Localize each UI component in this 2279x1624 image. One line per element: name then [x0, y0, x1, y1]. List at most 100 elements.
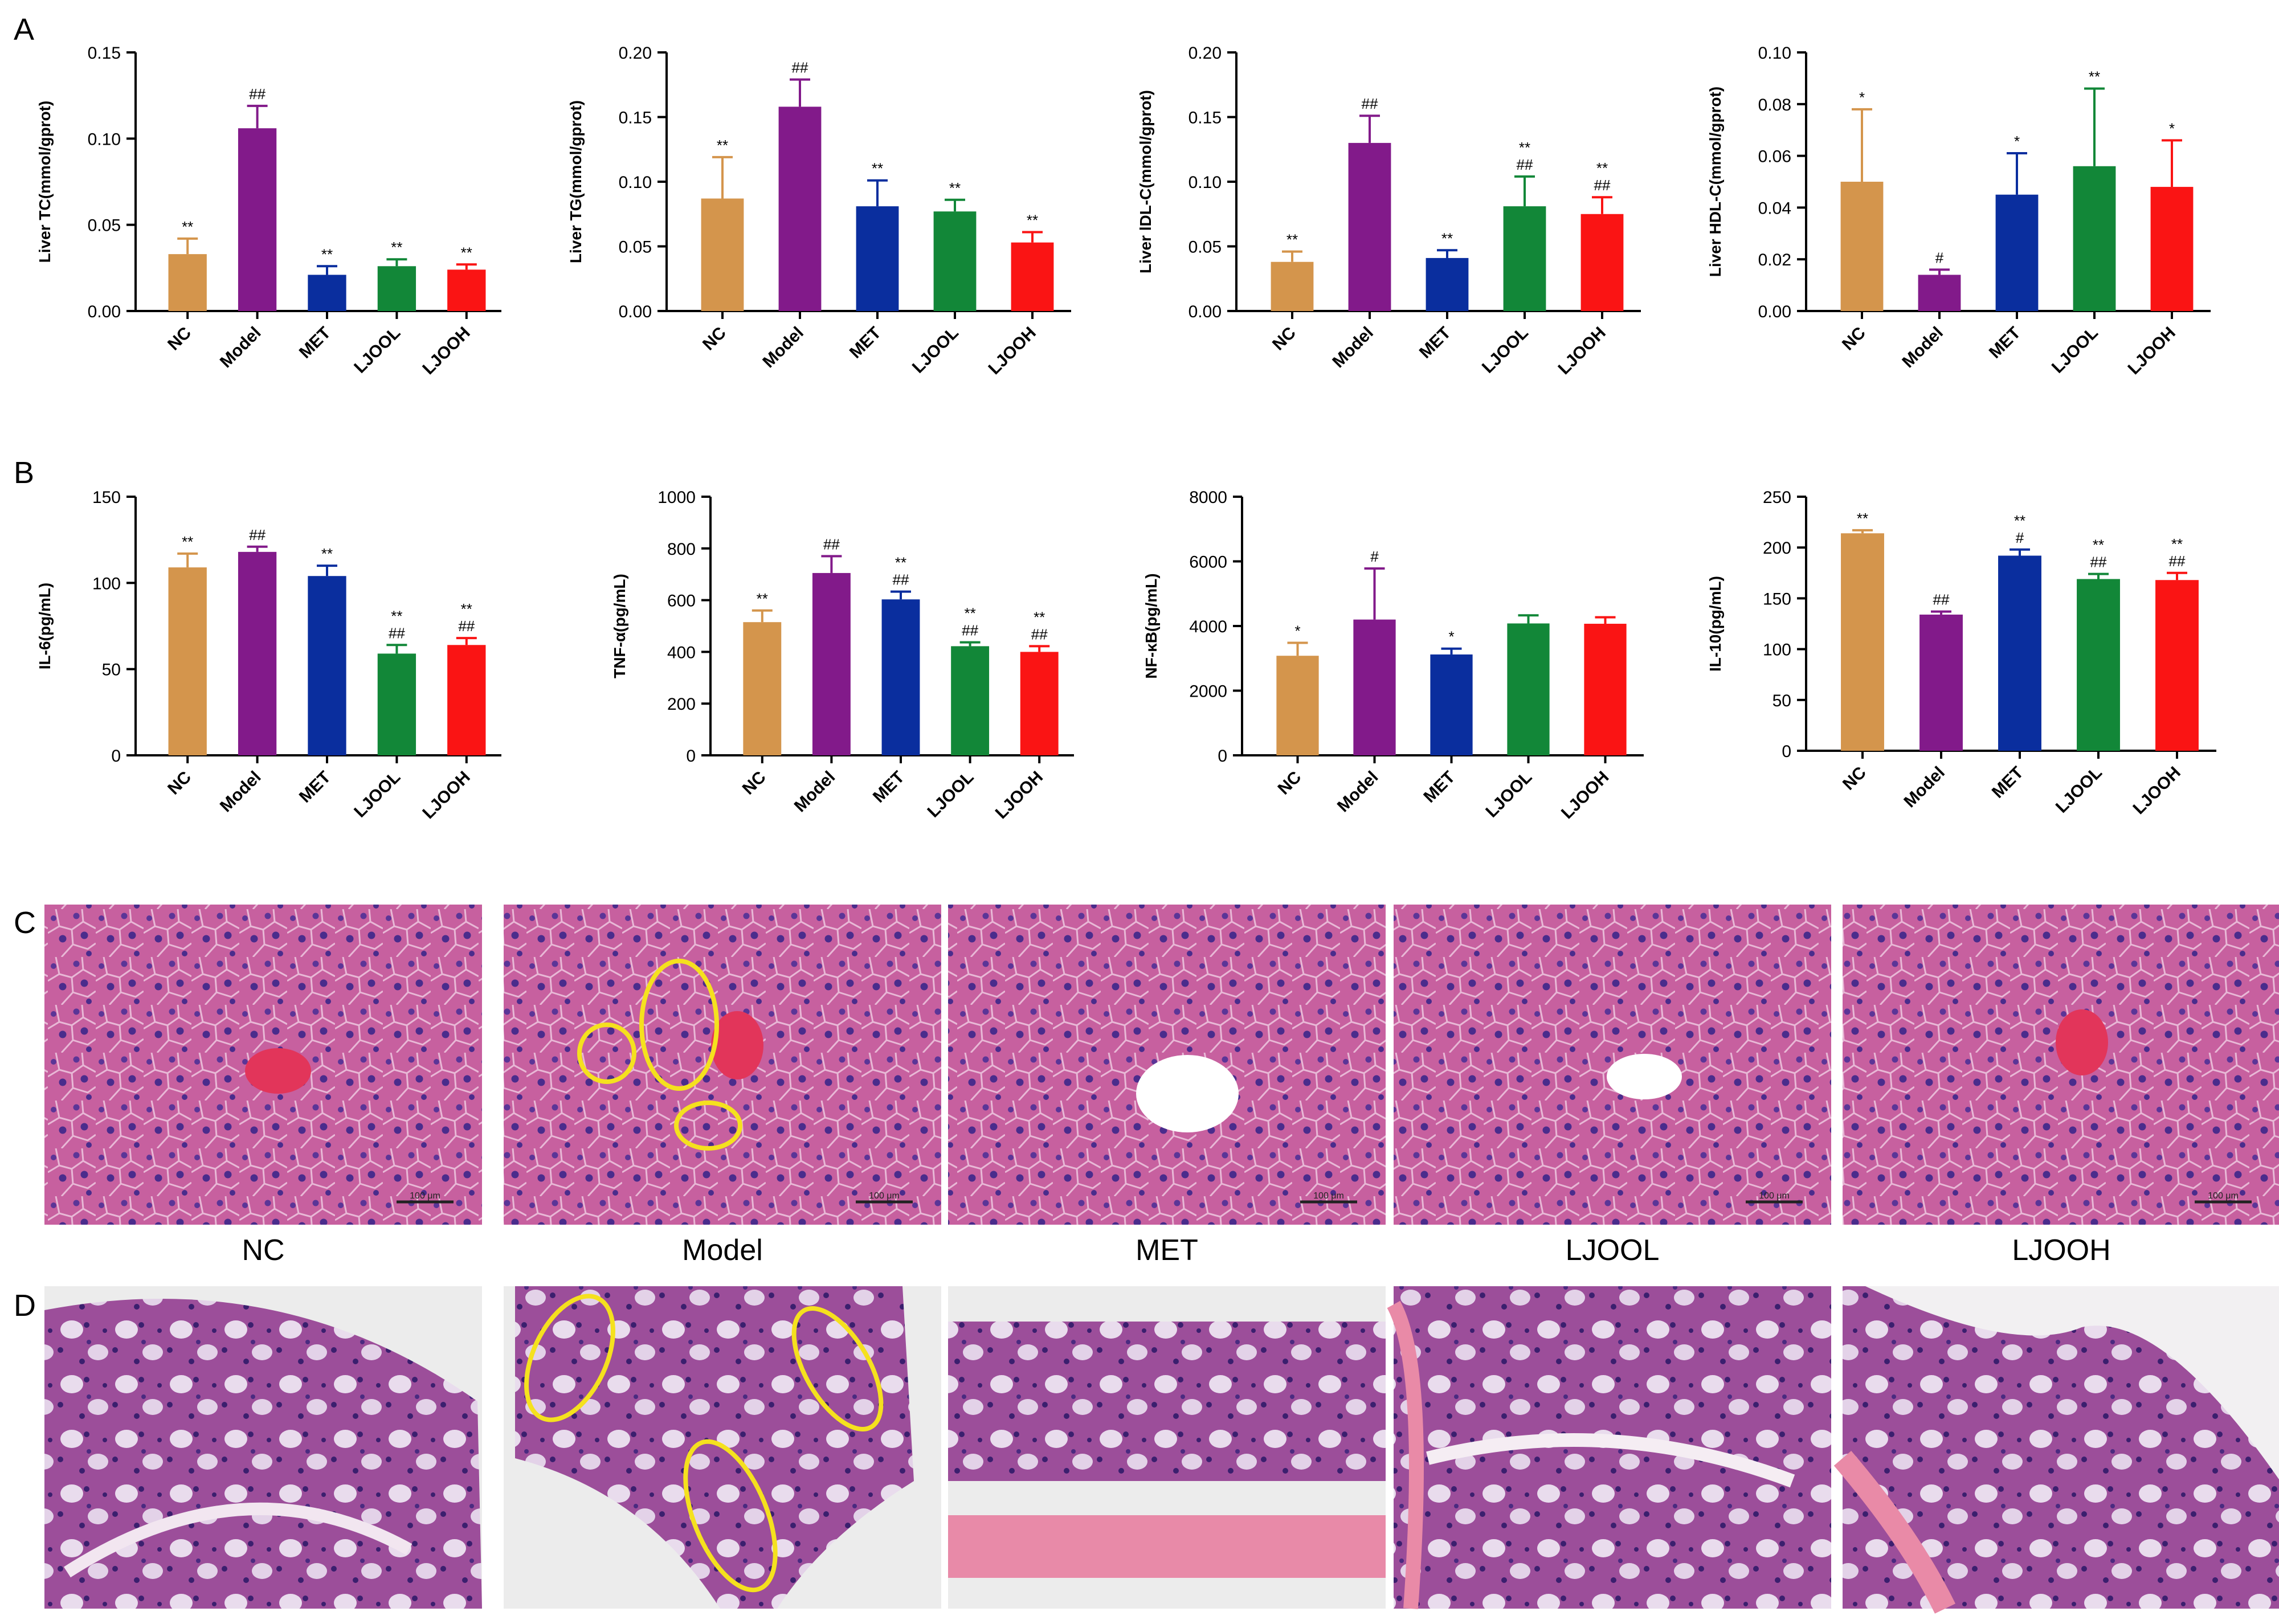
micrograph-label-MET: MET [1136, 1234, 1198, 1267]
significance-mark-NC: * [1294, 623, 1300, 640]
x-tick-label-LJOOL: LJOOL [2052, 763, 2106, 817]
liver-micrograph-LJOOH: 100 μm LJOOH [1843, 905, 2279, 1267]
bar-NC [743, 622, 782, 755]
x-tick-label-Model: Model [759, 324, 807, 372]
panel-letter-A: A [14, 13, 34, 47]
significance-mark-LJOOH: ## [458, 617, 475, 635]
bar-LJOOL [377, 653, 416, 755]
y-axis-label: TNF-α(pg/mL) [611, 574, 628, 678]
bar-LJOOL [1503, 206, 1546, 311]
significance-mark-MET: ** [895, 554, 906, 571]
chart-2: 0.00 0.05 0.10 0.15 0.20 Liver TG(mmol/gprot)… [567, 44, 1071, 378]
significance-mark-NC: ** [1857, 510, 1868, 527]
significance-mark-LJOOH: ## [2169, 553, 2186, 570]
x-tick-label-NC: NC [1274, 768, 1305, 799]
y-tick-label: 4000 [1189, 617, 1227, 636]
x-tick-label-Model: Model [1329, 324, 1377, 372]
y-tick-label: 0 [111, 747, 121, 766]
bar-LJOOL [933, 211, 977, 311]
bar-LJOOH [2150, 187, 2194, 311]
y-tick-label: 0.15 [88, 44, 121, 63]
panel-letter-B: B [14, 456, 34, 490]
lesion-circle [577, 1022, 636, 1084]
significance-mark-NC: * [1859, 89, 1865, 106]
x-tick-label-Model: Model [217, 324, 265, 372]
x-tick-label-NC: NC [1839, 763, 1870, 794]
x-tick-label-LJOOL: LJOOL [350, 768, 404, 821]
bar-LJOOL [2073, 166, 2116, 311]
significance-mark-LJOOL: ** [949, 179, 961, 197]
significance-mark-NC: ** [757, 590, 768, 607]
y-tick-label: 100 [1763, 641, 1791, 660]
x-tick-label-MET: MET [296, 324, 334, 362]
bar-LJOOH [447, 645, 486, 755]
chart-5: 050100150IL-6(pg/mL)**NC##Model**MET##**… [36, 488, 501, 823]
lesion-circle [674, 1101, 742, 1151]
bar-MET [1426, 257, 1469, 311]
liver-micrograph-Model: 100 μm Model [504, 905, 941, 1267]
significance-mark-LJOOL: ** [1519, 139, 1530, 156]
colon-micrograph-Model [504, 1286, 941, 1609]
lesion-circle [524, 1294, 615, 1422]
x-tick-label-LJOOH: LJOOH [992, 768, 1047, 823]
x-tick-label-MET: MET [1416, 324, 1455, 362]
y-tick-label: 0.20 [619, 44, 652, 63]
x-tick-label-Model: Model [1898, 324, 1947, 372]
bar-MET [856, 206, 899, 311]
x-tick-label-MET: MET [869, 768, 908, 807]
y-axis-label: Liver TG(mmol/gprot) [567, 100, 585, 263]
y-tick-label: 0.00 [88, 302, 121, 321]
significance-mark-MET: * [1448, 628, 1454, 645]
scale-bar-text: 100 μm [410, 1191, 440, 1201]
significance-mark-NC: ** [182, 218, 193, 235]
x-tick-label-Model: Model [1334, 768, 1382, 816]
x-tick-label-LJOOL: LJOOL [1482, 768, 1535, 821]
panel-letter-C: C [14, 906, 36, 940]
chart-1: 0.00 0.05 0.10 0.15 Liver TC(mmol/gprot) ** NC… [36, 44, 501, 378]
x-tick-label-LJOOH: LJOOH [419, 768, 473, 823]
y-tick-label: 0.04 [1758, 199, 1791, 218]
bar-LJOOH [1011, 242, 1054, 311]
significance-mark-LJOOH: * [2169, 120, 2175, 137]
significance-mark-LJOOH: ** [1027, 212, 1038, 229]
y-tick-label: 0.00 [619, 302, 652, 321]
significance-mark-MET: * [2014, 133, 2020, 150]
x-tick-label-LJOOH: LJOOH [1555, 324, 1610, 378]
significance-mark-LJOOH: ** [461, 600, 472, 617]
significance-mark-MET: ** [2014, 512, 2025, 529]
bar-MET [1998, 555, 2041, 751]
y-tick-label: 6000 [1189, 553, 1227, 572]
scale-bar-text: 100 μm [1313, 1191, 1344, 1201]
x-tick-label-NC: NC [164, 324, 195, 354]
y-tick-label: 0.15 [619, 109, 652, 128]
y-tick-label: 1000 [657, 488, 696, 507]
y-tick-label: 0.05 [1188, 238, 1222, 257]
lesion-circle [791, 1306, 884, 1431]
y-tick-label: 150 [1763, 590, 1791, 608]
y-tick-label: 400 [667, 643, 696, 662]
x-tick-label-Model: Model [791, 768, 839, 816]
significance-mark-LJOOH: ## [1031, 625, 1048, 643]
significance-mark-LJOOH: ** [1034, 608, 1045, 625]
bar-MET [1430, 654, 1473, 755]
x-tick-label-MET: MET [296, 768, 334, 807]
bar-Model [1348, 142, 1391, 311]
y-tick-label: 0.05 [88, 216, 121, 235]
significance-mark-Model: ## [1933, 591, 1950, 608]
significance-mark-LJOOH: ** [1596, 159, 1608, 177]
significance-mark-MET: ## [893, 571, 909, 588]
y-tick-label: 2000 [1189, 682, 1227, 701]
bar-Model [1918, 275, 1961, 311]
x-tick-label-LJOOL: LJOOL [924, 768, 977, 821]
bar-MET [1995, 194, 2039, 311]
bar-MET [881, 599, 920, 755]
bar-LJOOH [1580, 214, 1624, 311]
significance-mark-Model: ## [249, 85, 266, 103]
chart-4: 0.00 0.02 0.04 0.06 0.08 0.10 Liver HDL-C(mmol… [1706, 44, 2211, 378]
scale-bar-text: 100 μm [1759, 1191, 1790, 1201]
x-tick-label-LJOOH: LJOOH [2130, 763, 2184, 818]
central-vein [2056, 1009, 2108, 1075]
bar-NC [1271, 261, 1314, 311]
y-axis-label: Liver lDL-C(mmol/gprot) [1137, 90, 1154, 273]
bar-LJOOH [1584, 624, 1627, 755]
